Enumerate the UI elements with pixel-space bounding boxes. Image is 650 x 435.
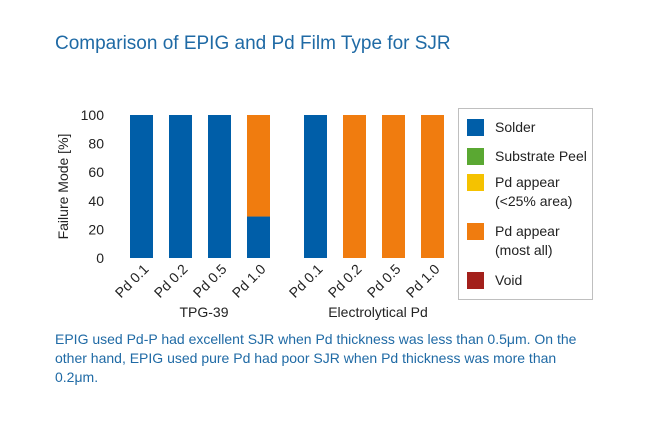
y-axis-label: Failure Mode [%]: [55, 134, 71, 240]
chart-title: Comparison of EPIG and Pd Film Type for …: [55, 33, 451, 54]
x-tick-label: Pd 0.1: [112, 261, 152, 301]
legend-swatch: [467, 148, 484, 165]
y-tick-label: 80: [88, 136, 104, 152]
bar-segment-pd: [382, 115, 405, 258]
x-tick-label: Pd 1.0: [229, 261, 269, 301]
bar-segment-solder: [169, 115, 192, 258]
x-group-label: TPG-39: [179, 304, 228, 320]
legend-item: Solder: [467, 118, 535, 137]
caption: EPIG used Pd-P had excellent SJR when Pd…: [55, 331, 577, 385]
legend-swatch: [467, 223, 484, 240]
bar-segment-solder: [208, 115, 231, 258]
legend-item: Substrate Peel: [467, 147, 587, 166]
legend-swatch: [467, 119, 484, 136]
legend-item: Pd appear (<25% area): [467, 173, 572, 211]
x-group-label: Electrolytical Pd: [328, 304, 428, 320]
x-tick-label: Pd 0.5: [364, 261, 404, 301]
bar-segment-pd: [343, 115, 366, 258]
legend-item: Pd appear (most all): [467, 222, 560, 260]
y-tick-label: 20: [88, 221, 104, 237]
bars-layer: [130, 115, 444, 258]
legend-label: Solder: [495, 119, 536, 135]
y-tick-label: 100: [81, 107, 105, 123]
y-tick-label: 0: [96, 250, 104, 266]
x-tick-label: Pd 0.1: [286, 261, 326, 301]
y-tick-label: 60: [88, 164, 104, 180]
legend-item: Void: [467, 271, 522, 290]
y-tick-label: 40: [88, 193, 104, 209]
x-tick-label: Pd 0.2: [151, 261, 191, 301]
bar-segment-solder: [304, 115, 327, 258]
bar-segment-solder: [247, 216, 270, 258]
bar-segment-solder: [130, 115, 153, 258]
legend-label: Pd appear (most all): [495, 223, 560, 258]
legend-label: Substrate Peel: [495, 148, 587, 164]
legend-swatch: [467, 272, 484, 289]
bar-segment-pd: [421, 115, 444, 258]
legend-label: Pd appear (<25% area): [495, 174, 573, 209]
x-tick-label: Pd 0.2: [325, 261, 365, 301]
legend-swatch: [467, 174, 484, 191]
legend: Solder Substrate Peel Pd appear (<25% area…: [458, 108, 593, 300]
x-tick-label: Pd 1.0: [403, 261, 443, 301]
axis-layer: 0 20 40 60 80 100 Failure Mode [%]: [55, 107, 104, 266]
legend-label: Void: [495, 272, 523, 288]
x-tick-label: Pd 0.5: [190, 261, 230, 301]
bar-segment-pd: [247, 115, 270, 217]
